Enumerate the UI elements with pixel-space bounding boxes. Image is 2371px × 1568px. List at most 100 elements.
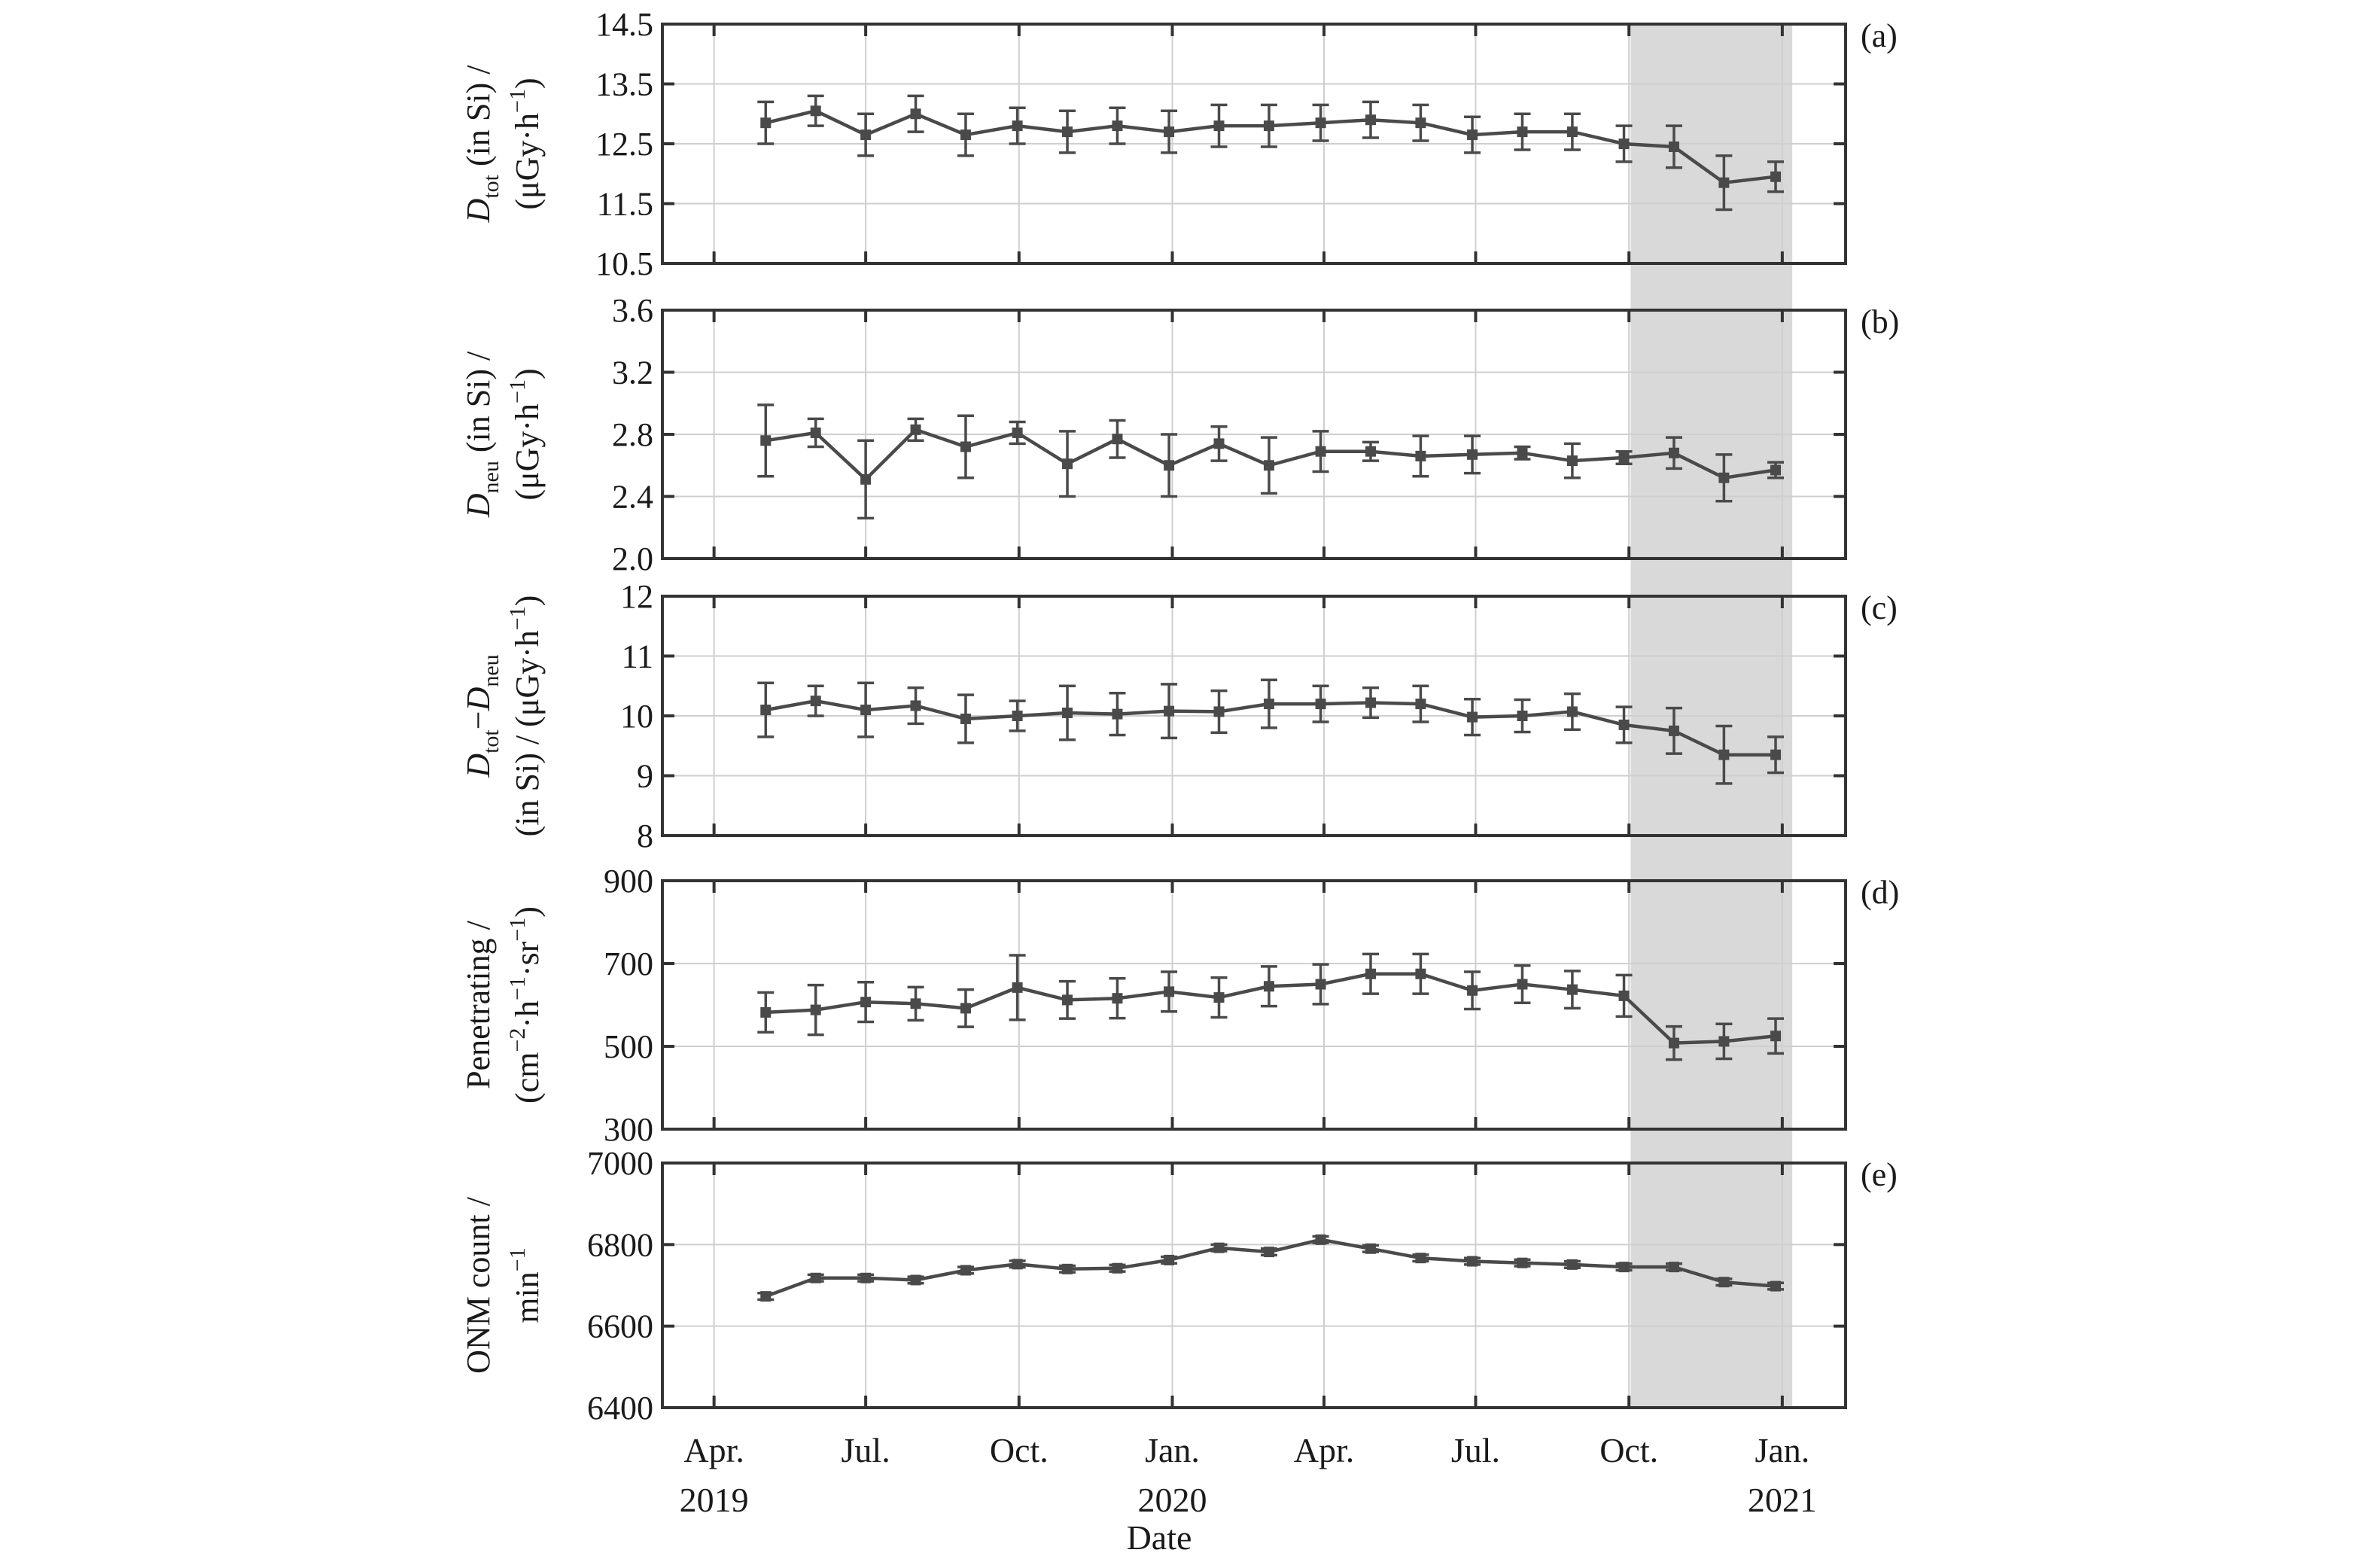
data-point bbox=[860, 1272, 872, 1283]
y-tick-label: 8 bbox=[637, 817, 653, 854]
y-tick-label: 6400 bbox=[587, 1390, 653, 1426]
panel-label: (a) bbox=[1861, 17, 1898, 54]
data-point bbox=[1062, 126, 1073, 138]
data-point bbox=[1365, 114, 1376, 126]
data-point bbox=[1718, 472, 1730, 483]
panel-frame bbox=[661, 595, 1847, 837]
data-point bbox=[960, 1003, 971, 1014]
data-point bbox=[860, 473, 872, 485]
data-point bbox=[1770, 1280, 1782, 1292]
data-point bbox=[1263, 460, 1274, 471]
panel-c: 8 9 10 11 12 (c) Dtot−Dneu (in Si) / (μGy·h−1) bbox=[460, 578, 1898, 854]
data-point bbox=[1012, 1259, 1023, 1270]
data-point bbox=[1467, 711, 1478, 723]
y-axis-title-line: (μGy·h−1) bbox=[505, 368, 546, 500]
data-point bbox=[1315, 446, 1326, 457]
data-point bbox=[810, 105, 821, 117]
x-tick-label: Jul. bbox=[842, 1431, 890, 1469]
data-point bbox=[1566, 126, 1578, 138]
y-axis-title-line: (μGy·h−1) bbox=[505, 78, 546, 209]
data-point bbox=[810, 696, 821, 707]
y-axis-title-line: Dneu (in Si) / bbox=[460, 351, 504, 518]
data-point bbox=[810, 427, 821, 438]
y-tick-label: 3.6 bbox=[612, 292, 653, 329]
data-point bbox=[1062, 994, 1073, 1006]
x-tick-year-label: 2019 bbox=[680, 1481, 749, 1519]
data-point bbox=[1012, 120, 1023, 132]
data-point bbox=[1112, 434, 1123, 445]
data-point bbox=[1112, 708, 1123, 720]
data-point bbox=[1415, 1253, 1426, 1264]
data-point bbox=[760, 1291, 772, 1302]
data-point bbox=[1112, 1262, 1123, 1274]
data-point bbox=[1213, 438, 1225, 449]
y-tick-label: 300 bbox=[604, 1111, 653, 1148]
y-tick-label: 7000 bbox=[587, 1145, 653, 1182]
data-point bbox=[860, 705, 872, 716]
data-point bbox=[1315, 979, 1326, 990]
data-point bbox=[910, 1274, 921, 1286]
data-point bbox=[960, 441, 971, 452]
data-point bbox=[910, 108, 921, 120]
data-point bbox=[1618, 139, 1630, 149]
data-point bbox=[1618, 990, 1630, 1001]
data-point bbox=[1467, 129, 1478, 141]
y-tick-label: 2.8 bbox=[612, 416, 653, 453]
data-point bbox=[1668, 1262, 1679, 1273]
panel-d: 300 500 700 900 (d) Penetrating / (cm−2·h−1·sr… bbox=[460, 863, 1899, 1148]
x-tick-label: Jul. bbox=[1451, 1431, 1500, 1469]
y-tick-label: 9 bbox=[637, 758, 653, 795]
panel-label: (c) bbox=[1861, 589, 1898, 626]
data-point bbox=[1618, 719, 1630, 730]
data-point bbox=[810, 1004, 821, 1015]
data-point bbox=[1668, 141, 1679, 152]
panel-label: (e) bbox=[1861, 1156, 1898, 1193]
y-tick-label: 2.4 bbox=[612, 479, 653, 516]
data-point bbox=[1263, 981, 1274, 992]
data-point bbox=[1012, 427, 1023, 438]
data-point bbox=[1467, 449, 1478, 460]
data-point bbox=[1315, 117, 1326, 129]
data-point bbox=[1618, 1262, 1630, 1273]
data-point bbox=[1263, 699, 1274, 710]
data-point bbox=[1365, 697, 1376, 708]
data-point bbox=[1164, 986, 1175, 997]
data-point bbox=[1164, 460, 1175, 471]
data-point bbox=[960, 129, 971, 141]
data-point bbox=[1517, 447, 1528, 458]
data-point bbox=[760, 1006, 772, 1018]
data-point bbox=[1365, 1243, 1376, 1254]
data-point bbox=[1213, 1242, 1225, 1253]
data-point bbox=[910, 998, 921, 1009]
x-tick-label: Apr. bbox=[683, 1431, 744, 1469]
panel-frame bbox=[661, 309, 1847, 560]
data-point bbox=[1415, 450, 1426, 461]
x-tick-year-label: 2021 bbox=[1748, 1481, 1817, 1519]
data-point bbox=[810, 1272, 821, 1283]
panel-frame bbox=[661, 1162, 1847, 1409]
data-point bbox=[1213, 120, 1225, 132]
data-point bbox=[760, 705, 772, 716]
data-point bbox=[1365, 968, 1376, 979]
data-point bbox=[1315, 1234, 1326, 1245]
data-point bbox=[1718, 1036, 1730, 1047]
y-tick-label: 10 bbox=[620, 698, 653, 735]
data-point bbox=[1718, 1277, 1730, 1288]
data-point bbox=[910, 424, 921, 435]
data-point bbox=[1062, 1263, 1073, 1274]
data-point bbox=[1062, 708, 1073, 719]
data-point bbox=[1415, 117, 1426, 129]
y-tick-label: 6800 bbox=[587, 1226, 653, 1263]
panel-b: 2.0 2.4 2.8 3.2 3.6 (b) Dneu (in Si) / (μGy·h−1… bbox=[460, 292, 1899, 577]
data-point bbox=[1164, 1254, 1175, 1265]
data-point bbox=[1012, 711, 1023, 721]
y-tick-label: 13.5 bbox=[595, 66, 653, 103]
y-tick-label: 6600 bbox=[587, 1308, 653, 1345]
data-point bbox=[1012, 982, 1023, 993]
data-point bbox=[1415, 699, 1426, 710]
data-point bbox=[1517, 979, 1528, 990]
y-tick-label: 11 bbox=[622, 638, 653, 675]
data-point bbox=[1718, 177, 1730, 188]
panel-label: (b) bbox=[1861, 303, 1899, 340]
